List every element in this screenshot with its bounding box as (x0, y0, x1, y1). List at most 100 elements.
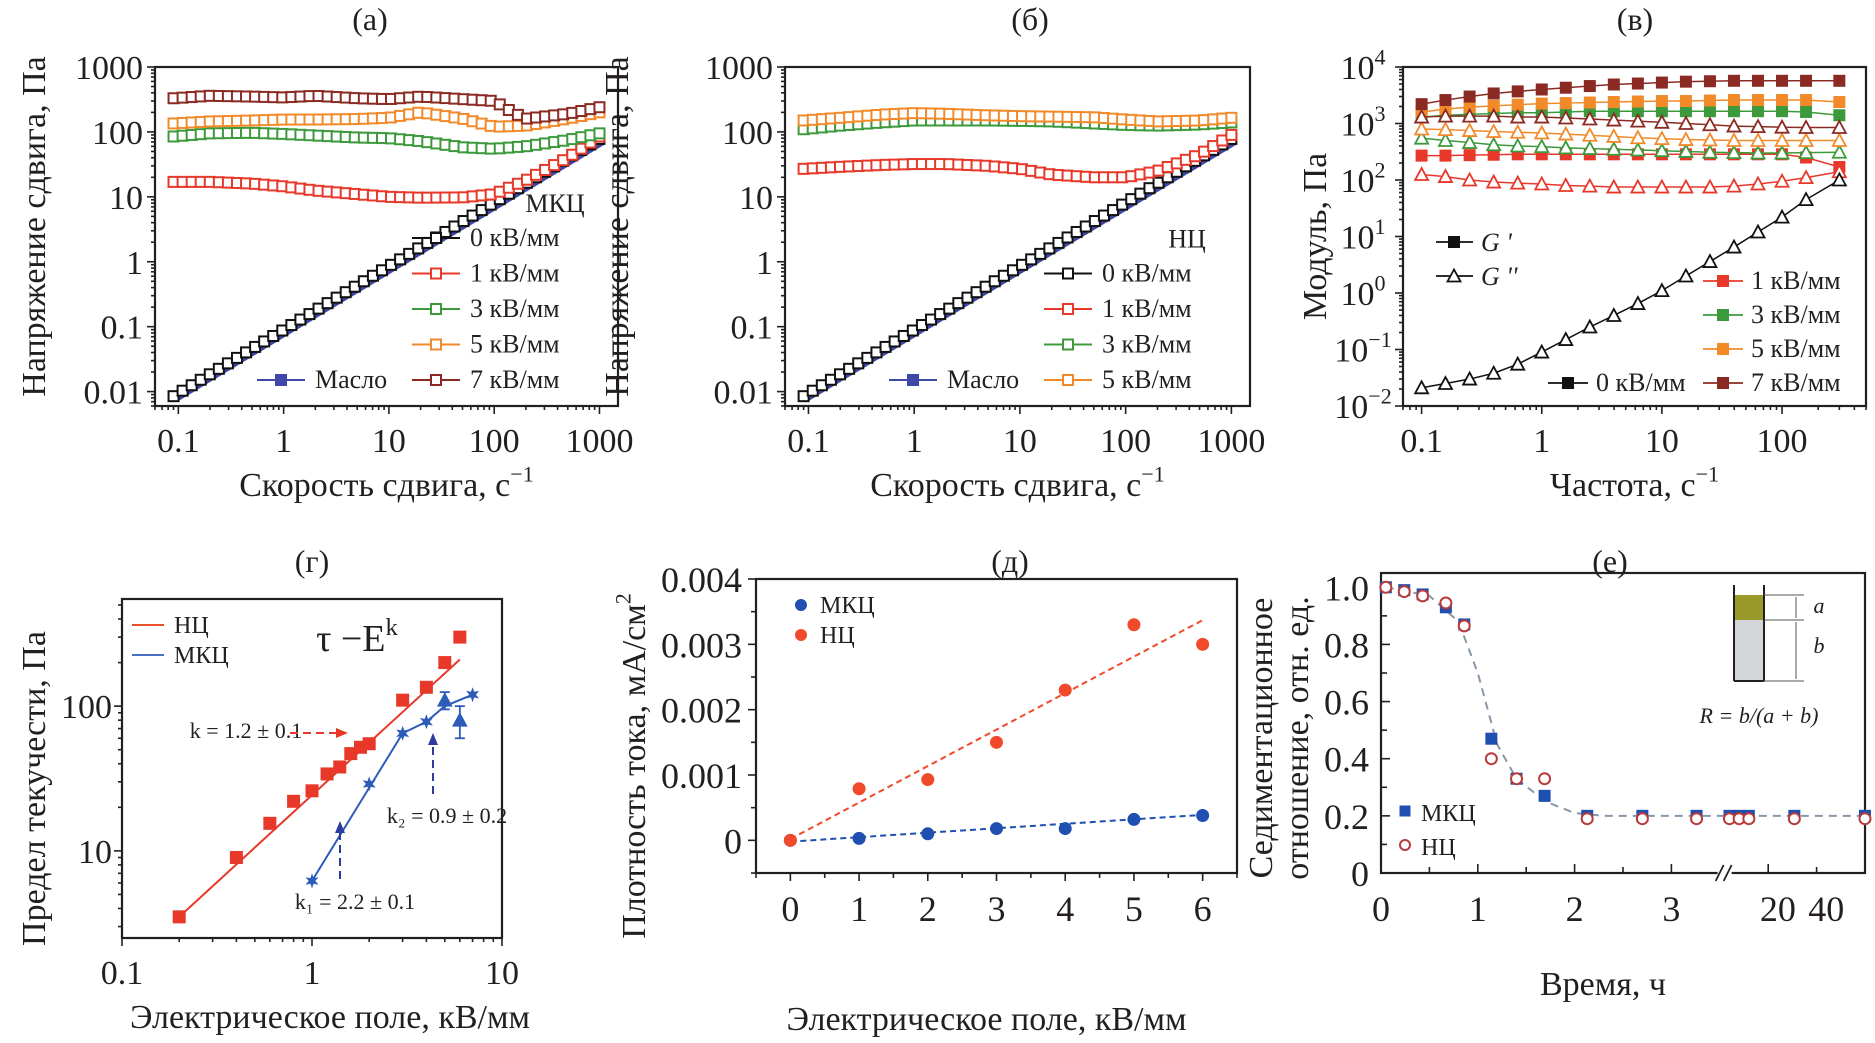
data-point (1058, 822, 1072, 836)
data-point (1800, 105, 1813, 118)
series-НЦ (783, 618, 1210, 847)
inset-formula: R = b/(a + b) (1699, 703, 1819, 728)
y-tick-label: 0.1 (101, 310, 144, 347)
y-tick-label: 0.2 (1324, 797, 1369, 837)
data-point (852, 782, 866, 796)
data-point (1509, 355, 1526, 371)
data-point (1653, 130, 1670, 146)
data-point (1677, 178, 1694, 194)
data-point (1653, 113, 1670, 129)
series-7-кВ-мм (167, 89, 606, 125)
y-tick-label: 10−1 (1334, 327, 1392, 369)
fit-line (789, 619, 1204, 840)
data-point (1725, 177, 1742, 193)
data-point (1581, 110, 1598, 126)
x-tick-label: 0.1 (787, 423, 830, 460)
data-point (1415, 98, 1428, 111)
data-point (1629, 112, 1646, 128)
data-point (1580, 812, 1594, 826)
data-point (1510, 772, 1524, 786)
series-1-кВ-мм (797, 128, 1238, 184)
x-tick-label: 3 (1662, 889, 1680, 929)
data-point (1581, 140, 1598, 155)
x-tick-label: 0.1 (157, 423, 200, 460)
y-tick-label: 0.002 (661, 691, 742, 731)
y-axis-label: отношение, отн. ед. (1279, 596, 1316, 879)
data-point (921, 773, 935, 787)
series-0-кВ-мм (797, 132, 1238, 403)
data-point (1831, 143, 1848, 159)
data-point (1629, 178, 1646, 194)
data-point (1798, 169, 1815, 185)
y-tick-label: 1000 (705, 50, 773, 87)
y-tick-label: 10 (109, 180, 143, 217)
legend-label: 5 кВ/мм (1102, 365, 1192, 394)
data-point (921, 827, 935, 841)
legend-label: НЦ (820, 623, 855, 649)
legend: НЦ МКЦ (132, 613, 229, 669)
data-point (1583, 80, 1596, 93)
data-point (1484, 752, 1498, 766)
legend-marker (1399, 839, 1411, 851)
series-mkc (305, 687, 480, 889)
y-tick-label: 100 (92, 115, 143, 152)
data-point (362, 776, 376, 792)
legend-marker (430, 374, 442, 386)
panel-v: (в) 10−2 10−1 100 101 102 103 104 0.1 1 10 100 Часто… (1297, 1, 1868, 504)
legend-marker (1717, 275, 1729, 287)
data-point (1774, 172, 1791, 188)
data-point (1557, 109, 1574, 125)
y-tick-label: 0.01 (84, 375, 144, 412)
data-point (1752, 74, 1765, 87)
data-point (1437, 375, 1454, 390)
y-tick-label: 10 (739, 180, 773, 217)
y-tick-label: 1 (756, 245, 773, 282)
data-point (1798, 119, 1815, 134)
x-axis-label: Электрическое поле, кВ/мм (787, 1001, 1187, 1038)
data-point (1196, 809, 1210, 823)
data-point (1774, 132, 1791, 147)
axis-break-mark (1722, 864, 1733, 882)
data-point (1679, 75, 1692, 88)
data-point (1798, 191, 1815, 206)
data-point (1677, 131, 1694, 146)
data-point (1557, 139, 1574, 155)
legend-label: 3 кВ/мм (1102, 330, 1192, 359)
x-axis-label: Электрическое поле, кВ/мм (130, 999, 530, 1036)
data-point (1511, 85, 1524, 98)
legend-title: МКЦ (525, 189, 584, 218)
data-point (1413, 120, 1430, 136)
y-tick-label: 0.003 (661, 625, 742, 665)
data-point (990, 735, 1003, 749)
data-point (1798, 144, 1815, 160)
legend-label: 5 кВ/мм (470, 330, 560, 359)
legend-marker (907, 374, 919, 386)
x-tick-label: 100 (1100, 423, 1151, 460)
annotation-k2: k₂ = 0.9 ± 0.2 (387, 803, 507, 828)
data-point (1655, 95, 1668, 108)
data-point (1581, 177, 1598, 193)
legend-marker (430, 303, 442, 315)
data-point (1776, 74, 1789, 87)
series-0-кВ-мм-G-- (1413, 171, 1848, 395)
data-point (1752, 94, 1765, 107)
data-point (1225, 128, 1238, 141)
data-point (1437, 168, 1454, 183)
data-point (1413, 108, 1430, 124)
data-point (1485, 364, 1502, 380)
y-tick-label: 100 (1340, 271, 1385, 313)
panel-title: (д) (991, 543, 1029, 579)
axis-break-mark (1714, 864, 1725, 882)
legend-label: 5 кВ/мм (1751, 334, 1841, 363)
legend-label: 1 кВ/мм (1102, 294, 1192, 323)
legend-marker (1062, 267, 1074, 280)
data-point (1461, 107, 1478, 123)
series-fit (1385, 586, 1865, 817)
data-point (575, 142, 588, 155)
data-point (1752, 105, 1765, 118)
legend: МКЦ 0 кВ/мм 1 кВ/мм 3 кВ/мм 5 кВ/мм 7 кВ/мм Ма… (257, 189, 585, 394)
data-point (1787, 812, 1801, 826)
inset-diagram: ab R = b/(a + b) (1699, 585, 1825, 728)
x-tick-label: 1 (906, 423, 923, 460)
inset-top-layer (1734, 595, 1764, 620)
